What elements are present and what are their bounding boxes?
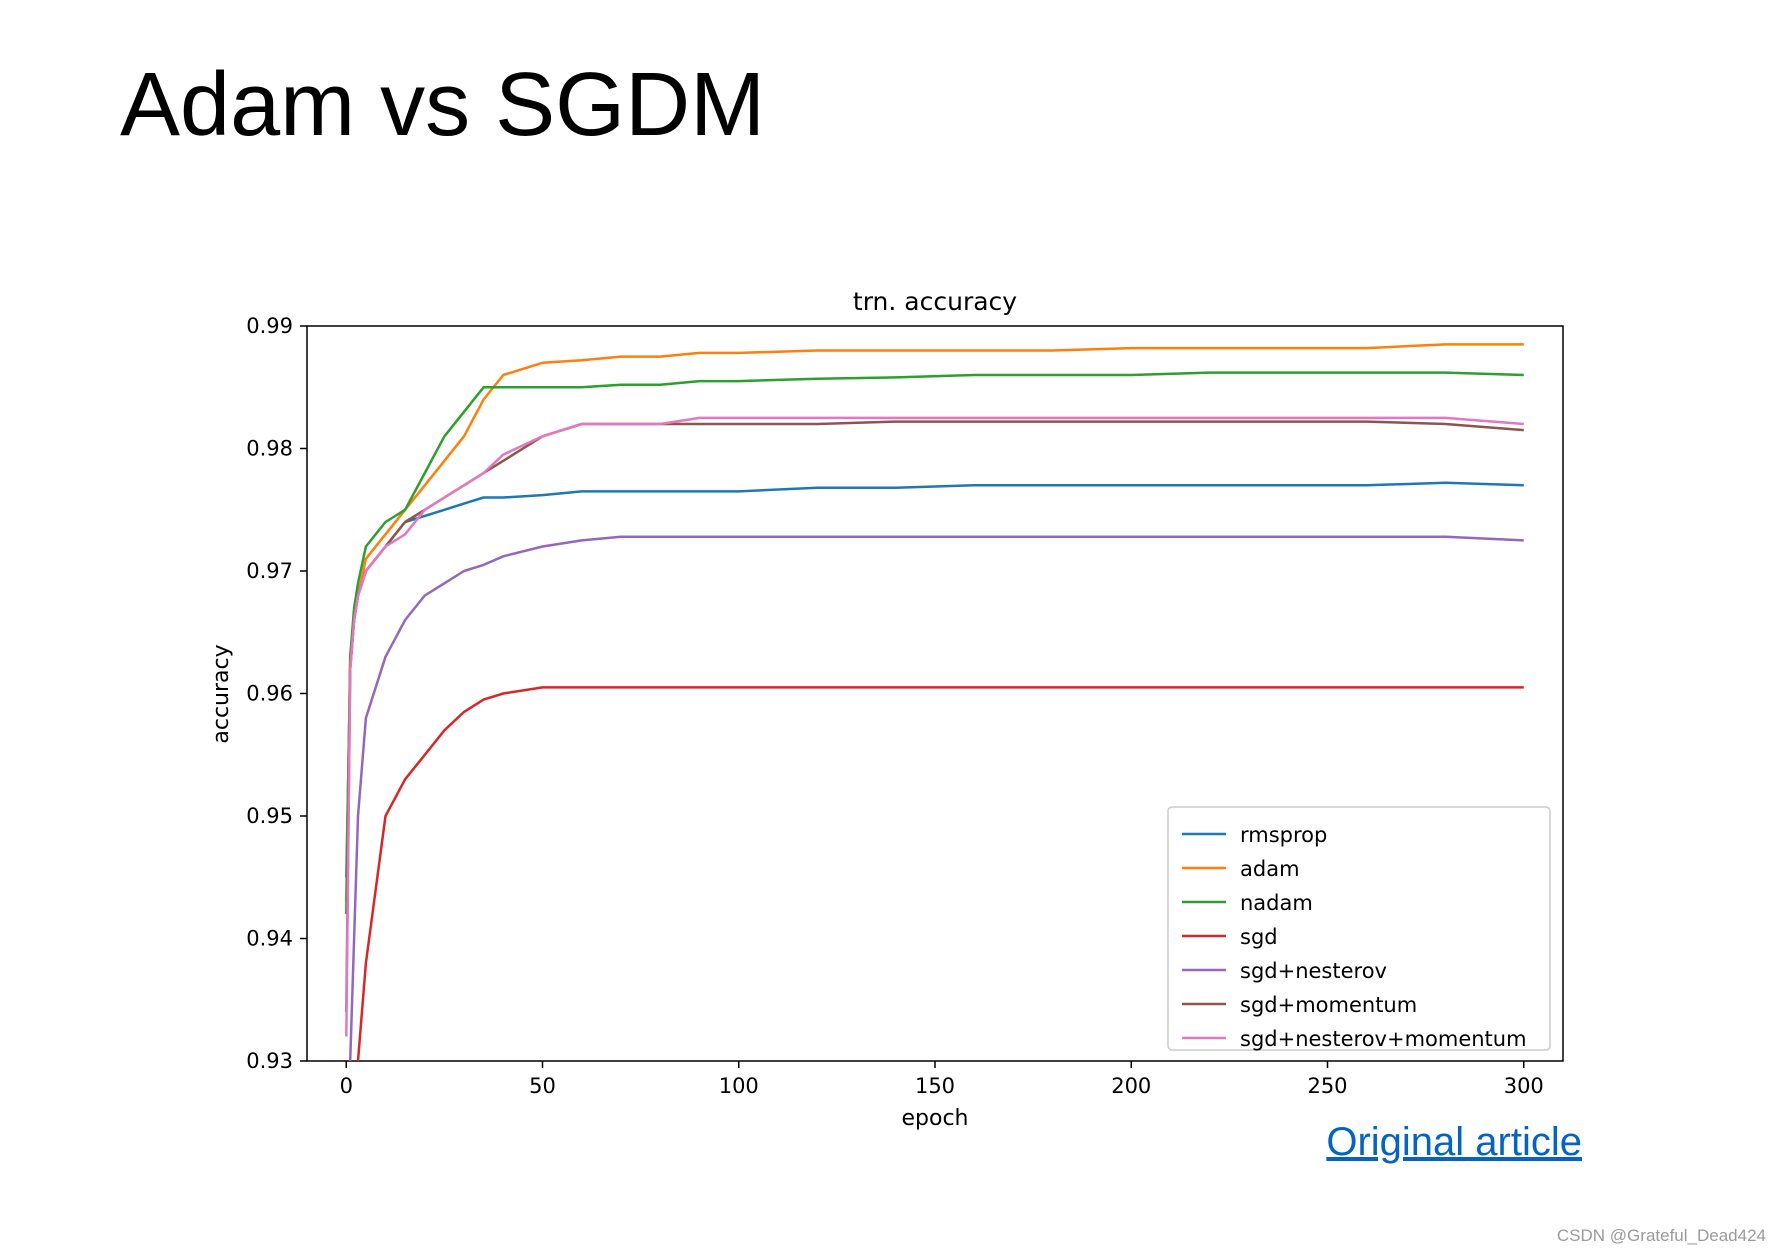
series-line-nadam (345, 371, 1524, 915)
series-line-sgd-nesterov (348, 535, 1524, 1061)
y-tick-label: 0.97 (246, 559, 293, 583)
y-axis-label: accuracy (209, 644, 234, 743)
x-tick-label: 300 (1504, 1074, 1544, 1098)
x-tick-label: 100 (719, 1074, 759, 1098)
y-tick-label: 0.96 (246, 682, 293, 706)
x-axis-label: epoch (902, 1106, 969, 1131)
y-tick-label: 0.98 (246, 437, 293, 461)
legend-label: sgd (1240, 925, 1278, 949)
x-tick-label: 200 (1111, 1074, 1151, 1098)
x-tick-label: 250 (1307, 1074, 1347, 1098)
legend-label: adam (1240, 857, 1300, 881)
legend-label: sgd+momentum (1240, 993, 1417, 1017)
legend-label: sgd+nesterov+momentum (1240, 1027, 1527, 1051)
y-tick-label: 0.99 (246, 314, 293, 338)
watermark: CSDN @Grateful_Dead424 (1556, 1226, 1766, 1245)
series-line-sgd (356, 686, 1524, 1061)
original-article-link[interactable]: Original article (1326, 1120, 1582, 1164)
slide-title: Adam vs SGDM (120, 55, 766, 155)
legend-label: nadam (1240, 891, 1313, 915)
axes: 0 50 100 150 200 250 300 0.93 0.94 0.95 0.96 0.97 0.… (246, 314, 1544, 1098)
series-line-adam (345, 343, 1524, 902)
x-tick-label: 50 (529, 1074, 556, 1098)
y-tick-label: 0.94 (246, 927, 293, 951)
y-tick-label: 0.93 (246, 1049, 293, 1073)
legend: rmsprop adam nadam sgd sgd+nesterov sgd+momen… (1167, 806, 1551, 1051)
chart-title: trn. accuracy (853, 287, 1017, 316)
legend-label: sgd+nesterov (1240, 959, 1387, 983)
x-tick-label: 0 (340, 1074, 353, 1098)
y-tick-label: 0.95 (246, 804, 293, 828)
series-lines (345, 343, 1524, 1061)
x-tick-label: 150 (915, 1074, 955, 1098)
series-line-sgd-nesterov-momentum (345, 416, 1524, 1037)
legend-box (1167, 806, 1551, 1051)
legend-label: rmsprop (1240, 823, 1327, 847)
